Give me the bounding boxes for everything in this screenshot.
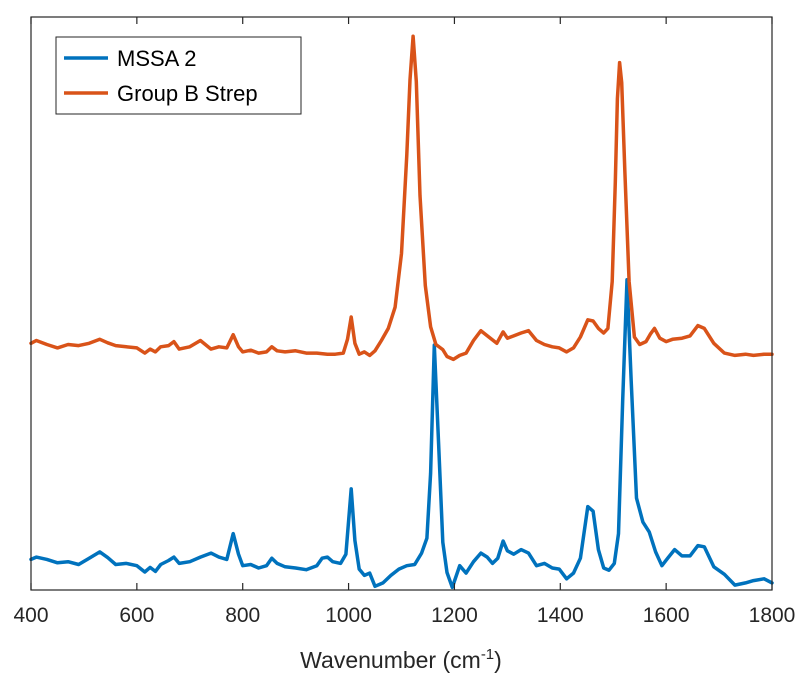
legend: MSSA 2 Group B Strep: [55, 36, 302, 115]
x-tick-label-1800: 1800: [749, 604, 796, 627]
axes-box: [30, 16, 773, 591]
x-axis-tick-labels: 400 600 800 1000 1200 1400 1600 1800: [13, 604, 795, 627]
x-axis-label: Wavenumber (cm-1): [300, 646, 502, 673]
x-axis-ticks: [30, 17, 773, 590]
series-line-group-b-strep: [29, 34, 774, 362]
x-tick-label-400: 400: [13, 604, 48, 627]
x-tick-label-1600: 1600: [643, 604, 690, 627]
legend-label-group-b-strep: Group B Strep: [117, 81, 258, 106]
x-tick-label-1400: 1400: [537, 604, 584, 627]
x-tick-label-1200: 1200: [431, 604, 478, 627]
x-tick-label-800: 800: [225, 604, 260, 627]
legend-label-mssa-2: MSSA 2: [117, 46, 196, 71]
x-axis-label-superscript: -1: [481, 646, 494, 663]
x-axis-label-main: Wavenumber (cm: [300, 647, 481, 673]
x-tick-label-600: 600: [119, 604, 154, 627]
x-axis-label-suffix: ): [494, 647, 502, 673]
legend-box: [55, 36, 302, 115]
series-line-mssa-2: [29, 277, 774, 590]
series-layer: [29, 34, 774, 590]
x-tick-label-1000: 1000: [325, 604, 372, 627]
